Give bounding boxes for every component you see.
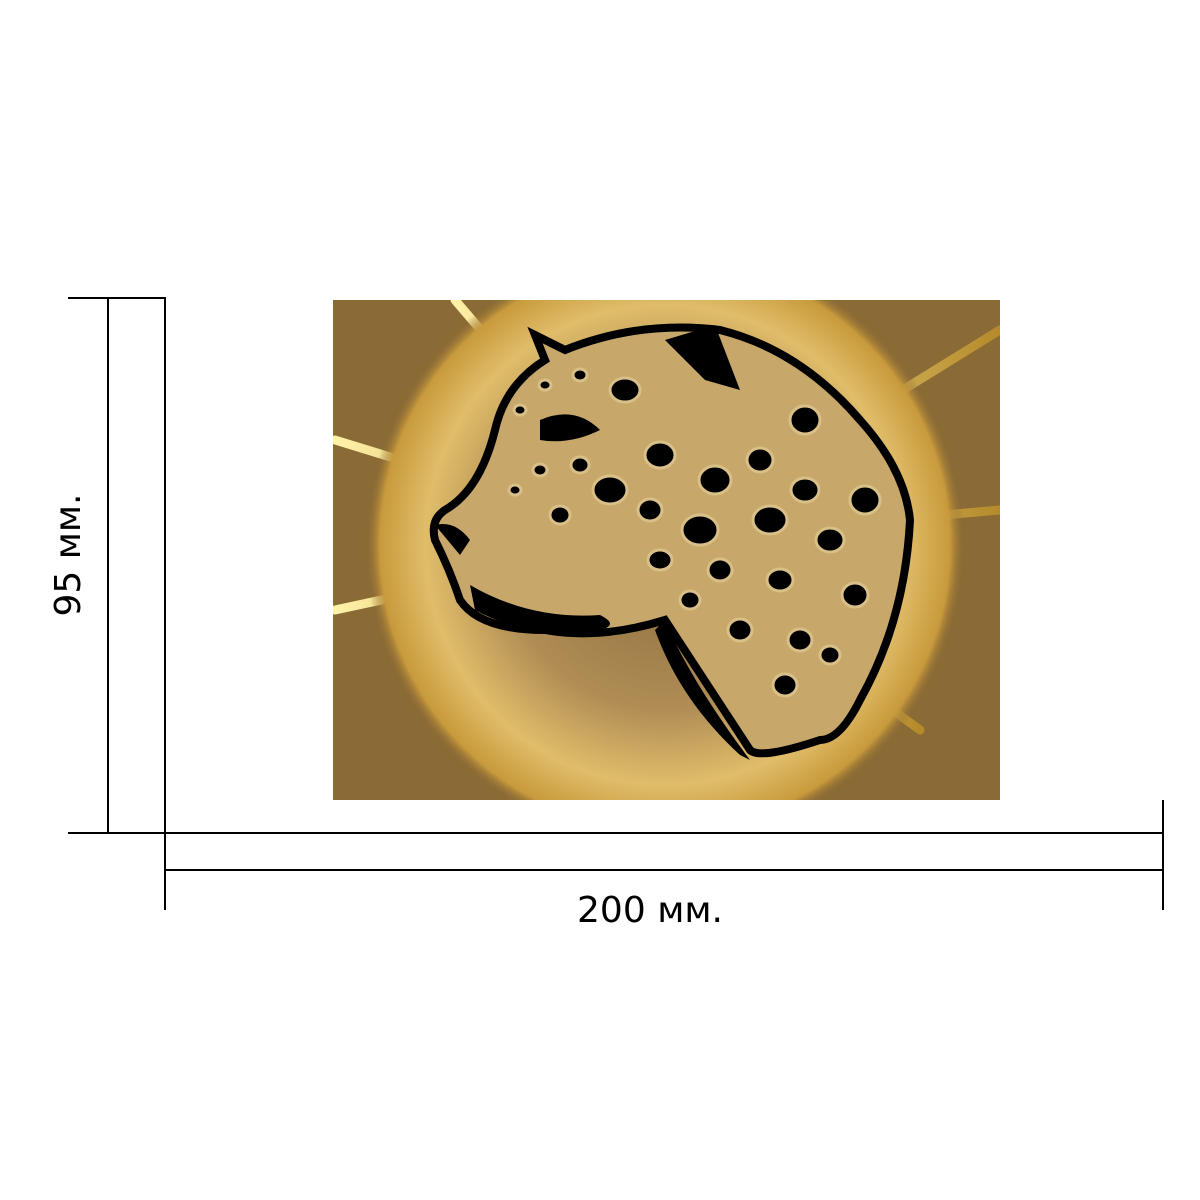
product-image [333,300,1000,800]
width-label: 200 мм. [577,890,723,931]
height-label: 95 мм. [48,493,89,616]
width-dimension: 200 мм. [164,800,1164,931]
height-dimension: 95 мм. [48,297,166,834]
leopard-head [429,323,915,760]
